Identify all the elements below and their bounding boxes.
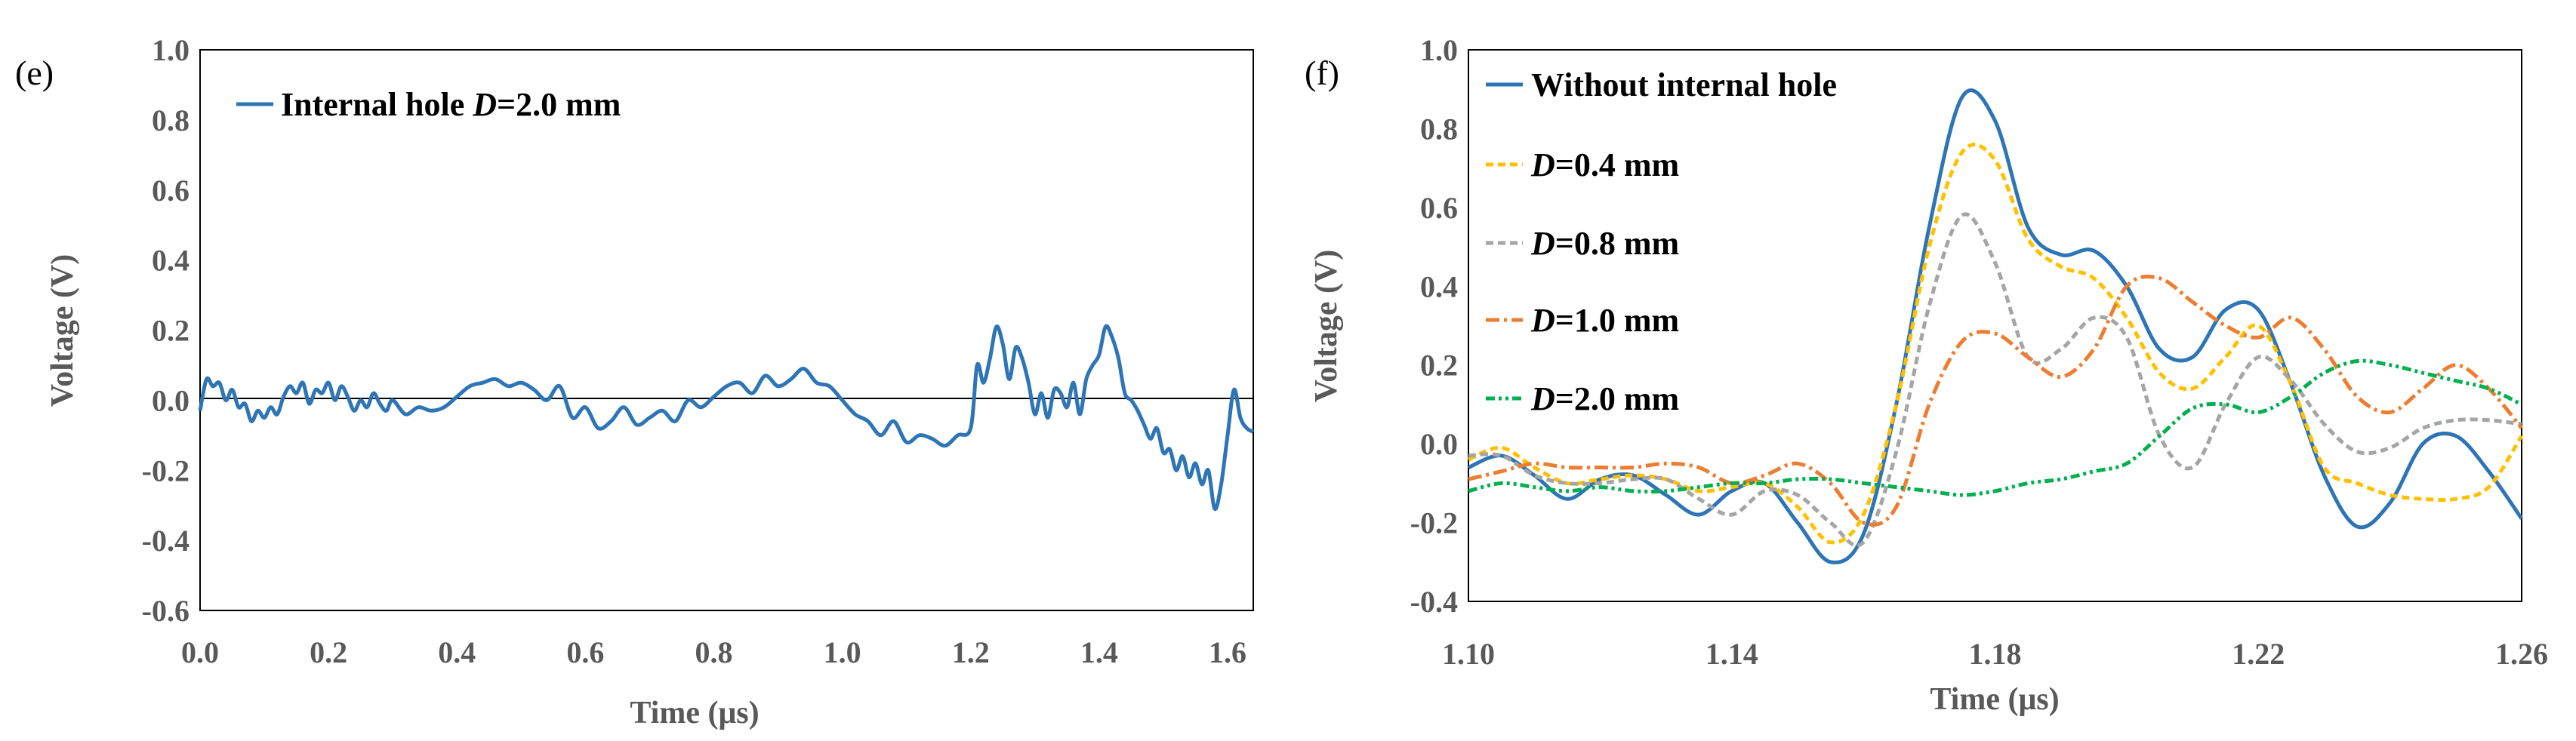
y-tick-label: 0.4	[152, 244, 190, 278]
legend-label-f-0: Without internal hole	[1531, 66, 1837, 103]
legend-e: Internal hole D=2.0 mm	[236, 86, 621, 123]
x-tick-labels-f: 1.10 1.14 1.18 1.22 1.26	[1442, 637, 2548, 671]
plot-frame-f	[1468, 49, 2522, 602]
x-axis-title-e: Time (μs)	[630, 696, 759, 730]
x-tick-label: 1.4	[1080, 635, 1118, 669]
y-tick-label: 0.4	[1420, 269, 1458, 303]
series-line-f-2	[1468, 212, 2522, 548]
y-tick-label: 0.6	[1420, 191, 1458, 225]
y-tick-label: -0.2	[142, 454, 190, 487]
y-tick-label: 0.8	[1420, 112, 1458, 146]
legend-suffix-f-1: =0.4 mm	[1555, 146, 1679, 183]
y-tick-label: 0.6	[152, 174, 190, 208]
y-tick-label: -0.6	[142, 594, 190, 628]
x-tick-label: 1.0	[824, 635, 861, 669]
y-tick-label: 0.0	[1420, 427, 1458, 461]
y-tick-label: 0.0	[152, 383, 190, 417]
series-group-f	[1468, 88, 2524, 564]
y-tick-label: 1.0	[152, 33, 190, 67]
x-tick-label: 0.2	[310, 635, 347, 669]
y-axis-title-f: Voltage (V)	[1309, 250, 1344, 403]
panel-label-e: (e)	[15, 54, 54, 92]
x-tick-label: 0.8	[695, 635, 732, 669]
y-tick-label: 0.2	[152, 314, 190, 348]
chart-panel-f: (f) -0.4-0.20.00.20.40.60.81.0 1.10 1.14 1…	[1305, 33, 2548, 717]
x-tick-label: 0.6	[566, 635, 604, 669]
series-line-f-0	[1468, 88, 2524, 564]
x-tick-label: 1.14	[1706, 637, 1758, 671]
legend-suffix-f-2: =0.8 mm	[1555, 225, 1679, 262]
legend-suffix-e-0: =2.0 mm	[497, 86, 621, 123]
x-tick-label: 0.4	[438, 635, 476, 669]
y-tick-label: -0.4	[142, 524, 190, 558]
series-group-e	[198, 324, 1255, 511]
legend-var-f-4: D	[1530, 380, 1555, 417]
legend-prefix-f-0: Without internal hole	[1531, 66, 1837, 103]
y-tick-labels-f: -0.4 -0.2 0.0 0.2 0.4 0.6 0.8 1.0	[1410, 33, 1458, 619]
series-line-e-0	[198, 324, 1255, 511]
x-tick-label: 1.6	[1209, 635, 1246, 669]
x-axis-title-f: Time (μs)	[1930, 682, 2059, 717]
y-tick-label: 0.8	[152, 103, 190, 137]
chart-panel-e: (e) -0.6-0.4-0.20.00.20.40.60.81.0 0.0 0.…	[15, 33, 1255, 730]
legend-label-f-2: D=0.8 mm	[1530, 225, 1679, 262]
legend-var-f-3: D	[1530, 302, 1555, 339]
legend-suffix-f-4: =2.0 mm	[1555, 380, 1679, 417]
series-line-f-1	[1468, 143, 2524, 545]
x-tick-label: 0.0	[181, 635, 219, 669]
y-axis-title-e: Voltage (V)	[45, 254, 80, 407]
legend-var-e-0: D	[472, 86, 497, 123]
y-tick-label: 0.2	[1420, 349, 1458, 383]
legend-f: Without internal hole D=0.4 mm D=0.8 mm …	[1486, 66, 1837, 417]
x-tick-label: 1.10	[1442, 637, 1495, 671]
legend-var-f-2: D	[1530, 225, 1555, 262]
legend-label-f-1: D=0.4 mm	[1530, 146, 1679, 183]
series-line-f-4	[1468, 358, 2523, 497]
y-tick-labels-e: -0.6 -0.4 -0.2 0.0 0.2 0.4 0.6 0.8 1.0	[142, 33, 190, 628]
legend-var-f-1: D	[1530, 146, 1555, 183]
y-tick-label: -0.2	[1410, 506, 1458, 540]
y-tick-label: -0.4	[1410, 585, 1458, 619]
legend-label-f-4: D=2.0 mm	[1530, 380, 1679, 417]
x-tick-label: 1.18	[1969, 637, 2022, 671]
legend-label-e-0: Internal hole D=2.0 mm	[281, 86, 621, 123]
y-tick-label: 1.0	[1420, 33, 1458, 67]
series-line-f-3	[1468, 274, 2523, 527]
legend-suffix-f-3: =1.0 mm	[1555, 302, 1679, 339]
x-tick-label: 1.26	[2495, 637, 2548, 671]
x-tick-labels-e: 0.0 0.2 0.4 0.6 0.8 1.0 1.2 1.4 1.6	[181, 635, 1246, 669]
panel-label-f: (f)	[1305, 54, 1339, 92]
x-tick-label: 1.22	[2232, 637, 2285, 671]
legend-label-f-3: D=1.0 mm	[1530, 302, 1679, 339]
legend-prefix-e-0: Internal hole	[281, 86, 473, 123]
x-tick-label: 1.2	[952, 635, 990, 669]
